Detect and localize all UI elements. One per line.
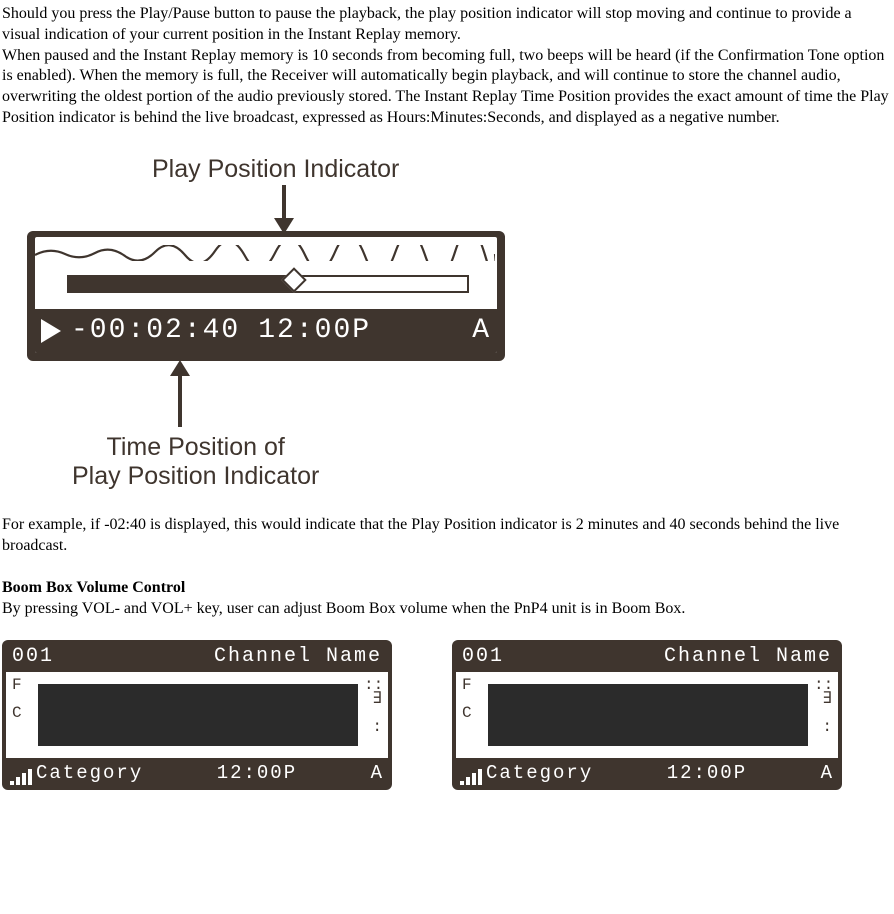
paragraph-play-pause: Should you press the Play/Pause button t…: [2, 4, 892, 46]
diagram-bottom-label-line2: Play Position Indicator: [72, 462, 319, 490]
clock-label: 12:00P: [217, 761, 297, 786]
channel-number: 001: [12, 644, 54, 670]
flag-label: A: [821, 761, 834, 786]
clock-label: 12:00P: [667, 761, 747, 786]
volume-lcd-row: 001 Channel Name FC ::∃: Category 12:00P…: [2, 640, 892, 790]
vol-lcd-top-bar: 001 Channel Name: [454, 642, 840, 672]
heading-boombox-volume: Boom Box Volume Control: [2, 578, 892, 599]
waveform-icon: [35, 245, 495, 261]
category-label: Category: [36, 761, 143, 786]
progress-fill: [69, 277, 296, 291]
volume-overlay: [38, 684, 358, 746]
play-position-diagram: Play Position Indicator -00:02:40 12:00P…: [2, 155, 522, 515]
time-offset-value: -00:02:40: [71, 313, 240, 349]
paragraph-example: For example, if -02:40 is displayed, thi…: [2, 515, 892, 557]
lcd-frame: -00:02:40 12:00P A: [27, 231, 505, 361]
vol-lcd-mid: FC ::∃:: [6, 672, 388, 758]
vol-lcd-mid: FC ::∃:: [456, 672, 838, 758]
volume-overlay: [488, 684, 808, 746]
arrow-down-icon: [282, 185, 286, 221]
channel-name: Channel Name: [214, 644, 382, 670]
volume-lcd-left: 001 Channel Name FC ::∃: Category 12:00P…: [2, 640, 392, 790]
channel-number: 001: [462, 644, 504, 670]
vol-lcd-top-bar: 001 Channel Name: [4, 642, 390, 672]
clock-value: 12:00P: [258, 313, 371, 349]
paragraph-memory-full: When paused and the Instant Replay memor…: [2, 46, 892, 129]
left-partial-text: FC: [12, 678, 30, 720]
volume-lcd-right: 001 Channel Name FC ::∃: Category 12:00P…: [452, 640, 842, 790]
diagram-top-label: Play Position Indicator: [152, 155, 399, 184]
arrow-up-icon: [178, 373, 182, 427]
signal-bars-icon: [10, 769, 32, 785]
right-partial-text: ::∃:: [814, 678, 832, 734]
readout-flag: A: [472, 313, 491, 349]
channel-name: Channel Name: [664, 644, 832, 670]
left-partial-text: FC: [462, 678, 480, 720]
right-partial-text: ::∃:: [364, 678, 382, 734]
flag-label: A: [371, 761, 384, 786]
category-label: Category: [486, 761, 593, 786]
play-icon: [41, 319, 61, 343]
diagram-bottom-label: Time Position of Play Position Indicator: [72, 433, 319, 491]
diagram-bottom-label-line1: Time Position of: [107, 433, 285, 461]
signal-bars-icon: [460, 769, 482, 785]
progress-track: [67, 275, 469, 293]
paragraph-boombox-volume: By pressing VOL- and VOL+ key, user can …: [2, 599, 892, 620]
vol-lcd-bottom-bar: Category 12:00P A: [4, 758, 390, 788]
lcd-inner: -00:02:40 12:00P A: [35, 237, 497, 353]
lcd-readout-bar: -00:02:40 12:00P A: [35, 309, 497, 353]
vol-lcd-bottom-bar: Category 12:00P A: [454, 758, 840, 788]
